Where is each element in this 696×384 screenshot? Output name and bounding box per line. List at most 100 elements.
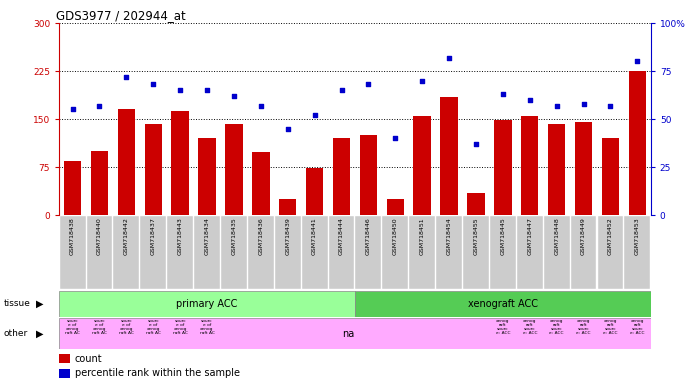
Point [121,74,132,80]
Bar [118,109,135,215]
FancyBboxPatch shape [544,216,569,289]
FancyBboxPatch shape [356,216,381,289]
FancyBboxPatch shape [86,216,113,289]
Bar [494,120,512,215]
Point [67,106,78,113]
Text: xenograft ACC: xenograft ACC [468,299,538,309]
Bar [306,168,324,215]
Text: GSM718455: GSM718455 [473,217,478,255]
Text: GSM718439: GSM718439 [285,217,290,255]
FancyBboxPatch shape [167,216,193,289]
FancyBboxPatch shape [275,216,301,289]
Text: GDS3977 / 202944_at: GDS3977 / 202944_at [56,9,186,22]
Bar [145,124,162,215]
Bar [386,199,404,215]
Point [202,87,213,93]
Point [336,87,347,93]
FancyBboxPatch shape [113,216,139,289]
Bar [171,111,189,215]
Bar [355,291,651,317]
FancyBboxPatch shape [409,216,435,289]
Text: other: other [3,329,28,338]
Text: xenog
raft
sourc
e: ACC: xenog raft sourc e: ACC [630,319,644,335]
FancyBboxPatch shape [248,216,274,289]
FancyBboxPatch shape [463,216,489,289]
FancyBboxPatch shape [60,216,86,289]
Text: xenog
raft
sourc
e: ACC: xenog raft sourc e: ACC [523,319,537,335]
Text: GSM718449: GSM718449 [581,217,586,255]
FancyBboxPatch shape [302,216,328,289]
Bar [441,97,458,215]
Text: xenog
raft
sourc
e: ACC: xenog raft sourc e: ACC [549,319,564,335]
Text: GSM718451: GSM718451 [420,217,425,255]
Point [255,103,267,109]
Text: sourc
e of
xenog
raft AC: sourc e of xenog raft AC [65,319,80,335]
Text: GSM718444: GSM718444 [339,217,344,255]
Bar [90,151,109,215]
Point [470,141,482,147]
Bar [333,138,350,215]
Text: sourc
e of
xenog
raft AC: sourc e of xenog raft AC [119,319,134,335]
Point [605,103,616,109]
Bar [360,135,377,215]
Point [175,87,186,93]
Point [390,135,401,141]
Text: GSM718441: GSM718441 [312,217,317,255]
Bar [59,291,355,317]
Bar [548,124,565,215]
Point [632,58,643,65]
Point [363,81,374,88]
Text: GSM718452: GSM718452 [608,217,613,255]
Text: ▶: ▶ [36,328,44,339]
Bar [279,199,296,215]
Text: sourc
e of
xenog
raft AC: sourc e of xenog raft AC [146,319,161,335]
Text: sourc
e of
xenog
raft AC: sourc e of xenog raft AC [92,319,107,335]
Text: xenog
raft
sourc
e: ACC: xenog raft sourc e: ACC [496,319,510,335]
Point [524,97,535,103]
Bar [226,124,243,215]
Text: GSM718440: GSM718440 [97,217,102,255]
Point [148,81,159,88]
Text: primary ACC: primary ACC [176,299,238,309]
FancyBboxPatch shape [517,216,543,289]
Point [551,103,562,109]
Bar [413,116,431,215]
FancyBboxPatch shape [382,216,409,289]
Point [443,55,454,61]
Bar [59,369,70,378]
Text: GSM718448: GSM718448 [554,217,559,255]
Text: GSM718447: GSM718447 [528,217,532,255]
Text: GSM718442: GSM718442 [124,217,129,255]
Text: GSM718438: GSM718438 [70,217,75,255]
Bar [628,71,646,215]
FancyBboxPatch shape [598,216,624,289]
FancyBboxPatch shape [329,216,354,289]
Point [282,126,293,132]
Text: GSM718453: GSM718453 [635,217,640,255]
Point [578,101,589,107]
Text: GSM718435: GSM718435 [232,217,237,255]
Text: GSM718443: GSM718443 [177,217,182,255]
FancyBboxPatch shape [624,216,650,289]
FancyBboxPatch shape [436,216,462,289]
Text: GSM718446: GSM718446 [366,217,371,255]
Text: sourc
e of
xenog
raft AC: sourc e of xenog raft AC [200,319,214,335]
Text: na: na [342,328,354,339]
Text: GSM718454: GSM718454 [447,217,452,255]
Bar [467,193,484,215]
Point [309,112,320,118]
Bar [198,138,216,215]
Text: xenog
raft
sourc
e: ACC: xenog raft sourc e: ACC [603,319,617,335]
Text: xenog
raft
sourc
e: ACC: xenog raft sourc e: ACC [576,319,591,335]
Bar [601,138,619,215]
Point [417,78,428,84]
Bar [521,116,539,215]
FancyBboxPatch shape [221,216,247,289]
Text: GSM718436: GSM718436 [258,217,263,255]
Text: GSM718450: GSM718450 [393,217,398,255]
Text: GSM718434: GSM718434 [205,217,209,255]
Point [94,103,105,109]
Text: tissue: tissue [3,299,31,308]
FancyBboxPatch shape [571,216,596,289]
Text: count: count [74,354,102,364]
